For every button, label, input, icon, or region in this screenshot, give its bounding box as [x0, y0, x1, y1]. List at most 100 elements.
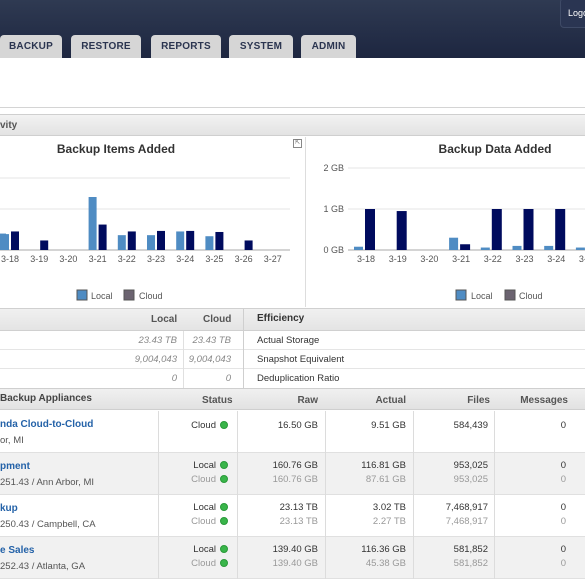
bar [205, 236, 214, 250]
x-tick-label: 3-24 [547, 254, 565, 264]
tab-admin[interactable]: ADMIN [301, 35, 356, 58]
summary-row: 0 0 [0, 369, 243, 388]
legend-label: Local [91, 291, 113, 301]
column-divider [325, 537, 326, 579]
backup-data-chart-panel: Backup Data Added 2 GB 1 GB 0 GB 3-18 3-19 3-2… [306, 137, 585, 307]
appliance-name[interactable]: nda Cloud-to-Cloud [0, 419, 94, 430]
status-online-icon [220, 421, 228, 429]
status-online-icon [220, 517, 228, 525]
x-tick-label: 3-20 [420, 254, 438, 264]
summary-local-value: 23.43 TB [138, 335, 177, 346]
status-online-icon [220, 461, 228, 469]
status-label: Cloud [191, 420, 216, 431]
actual-value: 116.81 GB [361, 460, 406, 471]
legend-swatch [76, 289, 88, 301]
status-label: Cloud [191, 516, 216, 527]
col-files[interactable]: Files [467, 395, 490, 406]
appliance-name[interactable]: e Sales [0, 545, 35, 556]
files-value: 581,852 [453, 558, 488, 569]
bar [1, 234, 9, 250]
tab-restore[interactable]: RESTORE [71, 35, 141, 58]
efficiency-row: Actual Storage [244, 331, 585, 350]
bar [244, 240, 253, 250]
summary-cloud-value: 23.43 TB [192, 335, 231, 346]
column-divider [158, 537, 159, 579]
tab-system[interactable]: SYSTEM [229, 35, 293, 58]
status-label: Local [193, 544, 216, 555]
column-divider [237, 453, 238, 495]
status-cell: Cloud [191, 558, 228, 569]
appliance-row[interactable]: kup 250.43 / Campbell, CA Local 23.13 TB 3.0… [0, 495, 585, 537]
expand-icon[interactable]: ⇱ [293, 139, 302, 148]
col-messages[interactable]: Messages [520, 395, 568, 406]
files-value: 581,852 [453, 544, 488, 555]
tab-backup[interactable]: BACKUP [0, 35, 62, 58]
col-raw[interactable]: Raw [297, 395, 318, 406]
status-label: Cloud [191, 474, 216, 485]
x-tick-label: 3-24 [176, 254, 194, 264]
appliance-name[interactable]: pment [0, 461, 30, 472]
summary-local-value: 0 [171, 373, 177, 384]
bar [575, 247, 585, 250]
column-divider [325, 495, 326, 537]
bar [98, 224, 107, 250]
column-divider [494, 495, 495, 537]
col-actual[interactable]: Actual [375, 395, 406, 406]
bar [117, 235, 126, 250]
status-online-icon [220, 475, 228, 483]
tab-reports[interactable]: REPORTS [151, 35, 221, 58]
appliances-title: Backup Appliances [0, 393, 92, 404]
appliance-row[interactable]: e Sales 252.43 / Atlanta, GA Local 139.40 G… [0, 537, 585, 579]
x-tick-label: 3-21 [452, 254, 470, 264]
col-status[interactable]: Status [202, 395, 233, 406]
appliance-row[interactable]: nda Cloud-to-Cloud or, MI Cloud 16.50 GB 9.5… [0, 411, 585, 453]
efficiency-title: Efficiency [257, 313, 305, 324]
bar [40, 240, 49, 250]
raw-value: 139.40 GB [272, 544, 318, 555]
column-divider [413, 495, 414, 537]
logout-button[interactable]: Logo [560, 0, 585, 28]
x-tick-label: 3-23 [515, 254, 533, 264]
x-tick-label: 3-26 [235, 254, 253, 264]
actual-value: 3.02 TB [372, 502, 406, 513]
x-tick-label: 3-19 [389, 254, 407, 264]
bar [523, 209, 534, 250]
appliance-location: 250.43 / Campbell, CA [0, 519, 96, 530]
y-tick-label: 2 GB [323, 163, 344, 173]
activity-section-title: vity [0, 120, 18, 131]
efficiency-row: Deduplication Ratio [257, 373, 340, 384]
column-divider [158, 495, 159, 537]
status-cell: Local [193, 544, 228, 555]
bar [186, 230, 195, 250]
toolbar-band [0, 58, 585, 108]
column-divider [243, 309, 244, 389]
activity-section-header: vity [0, 114, 585, 136]
actual-value: 9.51 GB [371, 420, 406, 431]
bar [544, 245, 554, 250]
top-navigation-bar: Logo BACKUP RESTORE REPORTS SYSTEM ADMIN [0, 0, 585, 58]
column-divider [237, 411, 238, 453]
bar [11, 231, 19, 250]
bar [88, 197, 97, 250]
column-divider [183, 331, 184, 389]
summary-table: Local Cloud Efficiency 23.43 TB 23.43 TB… [0, 308, 585, 389]
summary-col-cloud: Cloud [203, 314, 232, 325]
status-online-icon [220, 503, 228, 511]
x-tick-label: 3-25 [579, 254, 585, 264]
bar [157, 230, 165, 250]
bar [491, 209, 502, 250]
appliance-row[interactable]: pment 251.43 / Ann Arbor, MI Local 160.76 G… [0, 453, 585, 495]
bar [354, 246, 363, 250]
summary-cloud-value: 0 [225, 373, 231, 384]
raw-value: 160.76 GB [272, 474, 318, 485]
messages-value: 0 [560, 558, 566, 569]
appliance-name[interactable]: kup [0, 503, 18, 514]
appliance-location: or, MI [0, 435, 24, 446]
bar [176, 231, 185, 250]
messages-value: 0 [560, 420, 566, 431]
column-divider [158, 453, 159, 495]
x-tick-label: 3-22 [484, 254, 502, 264]
actual-value: 2.27 TB [372, 516, 406, 527]
status-label: Local [193, 502, 216, 513]
files-value: 584,439 [453, 420, 488, 431]
